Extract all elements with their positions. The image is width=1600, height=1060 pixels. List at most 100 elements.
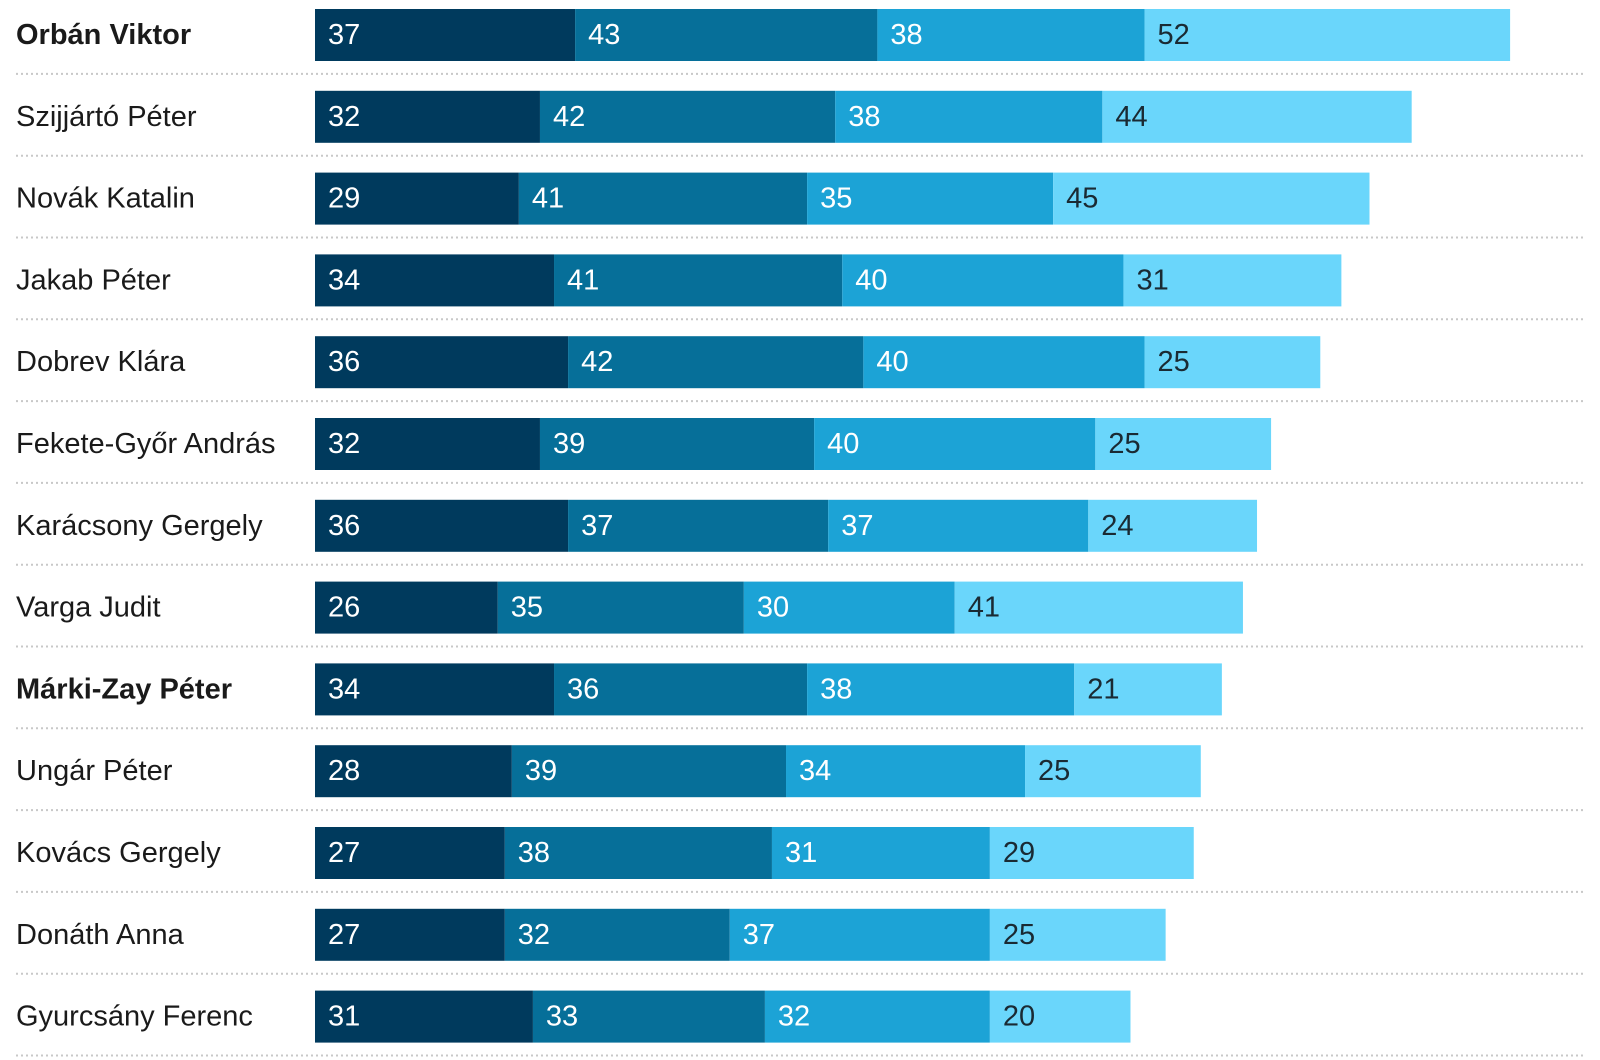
data-label: 35 <box>820 183 852 215</box>
bar-segment <box>842 254 1124 307</box>
bar-segment <box>532 990 765 1043</box>
data-label: 31 <box>1136 264 1168 296</box>
data-label: 32 <box>518 919 550 951</box>
data-label: 37 <box>841 510 873 542</box>
category-label: Szijjártó Péter <box>16 101 197 133</box>
bar-row: Szijjártó Péter 32 42 38 44 <box>16 90 1584 157</box>
data-label: 38 <box>848 101 880 133</box>
data-label: 52 <box>1158 19 1190 51</box>
data-label: 41 <box>968 592 1000 624</box>
data-label: 25 <box>1158 346 1190 378</box>
bar-segment <box>835 90 1103 143</box>
data-label: 36 <box>328 510 360 542</box>
bar-segment <box>315 908 505 961</box>
data-label: 37 <box>581 510 613 542</box>
data-label: 40 <box>827 428 859 460</box>
category-label: Orbán Viktor <box>16 19 191 51</box>
category-label: Kovács Gergely <box>16 837 221 869</box>
bar-row: Orbán Viktor 37 43 38 52 <box>16 9 1584 75</box>
bar-row: Dobrev Klára 36 42 40 25 <box>16 336 1584 403</box>
data-label: 38 <box>890 19 922 51</box>
bar-segment <box>989 990 1131 1043</box>
data-label: 34 <box>799 755 831 787</box>
bar-segment <box>954 581 1243 634</box>
data-label: 39 <box>553 428 585 460</box>
data-label: 36 <box>328 346 360 378</box>
bar-segment <box>568 499 829 552</box>
bar-segment <box>568 336 864 389</box>
category-label: Ungár Péter <box>16 755 173 787</box>
data-label: 32 <box>328 101 360 133</box>
data-label: 45 <box>1066 183 1098 215</box>
data-label: 29 <box>328 183 360 215</box>
bar-row: Novák Katalin 29 41 35 45 <box>16 172 1584 239</box>
data-label: 29 <box>1003 837 1035 869</box>
bar-segment <box>511 745 787 798</box>
bar-segment <box>807 663 1075 716</box>
data-label: 31 <box>328 1001 360 1033</box>
data-label: 27 <box>328 919 360 951</box>
data-label: 34 <box>328 673 360 705</box>
category-label: Fekete-Győr András <box>16 428 276 460</box>
bar-segment <box>497 581 744 634</box>
bar-segment <box>814 418 1096 470</box>
data-label: 44 <box>1115 101 1147 133</box>
data-label: 33 <box>546 1001 578 1033</box>
bar-segment <box>315 418 540 470</box>
data-label: 21 <box>1087 673 1119 705</box>
bar-segment <box>315 990 533 1043</box>
bar-segment <box>554 663 808 716</box>
bar-row: Karácsony Gergely 36 37 37 24 <box>16 499 1584 566</box>
data-label: 34 <box>328 264 360 296</box>
bar-segment <box>504 827 772 879</box>
data-label: 27 <box>328 837 360 869</box>
category-label: Márki-Zay Péter <box>16 673 232 705</box>
bar-segment <box>575 9 878 61</box>
bar-segment <box>315 336 569 389</box>
bar-segment <box>539 418 815 470</box>
category-label: Varga Judit <box>16 592 161 624</box>
category-label: Dobrev Klára <box>16 346 186 378</box>
bar-segment <box>539 90 836 143</box>
data-label: 43 <box>588 19 620 51</box>
data-label: 38 <box>820 673 852 705</box>
data-label: 24 <box>1101 510 1133 542</box>
bar-segment <box>863 336 1145 389</box>
bar-segment <box>1095 418 1272 470</box>
data-label: 40 <box>876 346 908 378</box>
bar-segment <box>315 9 576 61</box>
bar-segment <box>315 745 512 798</box>
data-label: 38 <box>518 837 550 869</box>
bar-row: Donáth Anna 27 32 37 25 <box>16 908 1584 975</box>
bar-segment <box>315 172 519 225</box>
bar-segment <box>786 745 1026 798</box>
data-label: 37 <box>328 19 360 51</box>
bar-row: Márki-Zay Péter 34 36 38 21 <box>16 663 1584 730</box>
data-label: 37 <box>743 919 775 951</box>
data-label: 40 <box>855 264 887 296</box>
bar-segment <box>807 172 1054 225</box>
bar-segment <box>1053 172 1370 225</box>
bar-segment <box>1025 745 1201 798</box>
data-label: 36 <box>567 673 599 705</box>
category-label: Karácsony Gergely <box>16 510 263 542</box>
bar-row: Kovács Gergely 27 38 31 29 <box>16 827 1584 893</box>
data-label: 42 <box>581 346 613 378</box>
data-label: 32 <box>328 428 360 460</box>
bar-segment <box>1074 663 1222 716</box>
bar-segment <box>828 499 1089 552</box>
bar-segment <box>743 581 955 634</box>
category-label: Gyurcsány Ferenc <box>16 1001 253 1033</box>
data-label: 20 <box>1003 1001 1035 1033</box>
bar-segment <box>877 9 1145 61</box>
bar-segment <box>1123 254 1342 307</box>
category-label: Jakab Péter <box>16 264 171 296</box>
data-label: 39 <box>525 755 557 787</box>
bar-segment <box>989 908 1166 961</box>
data-label: 28 <box>328 755 360 787</box>
data-label: 25 <box>1108 428 1140 460</box>
bar-segment <box>1102 90 1412 143</box>
category-label: Donáth Anna <box>16 919 185 951</box>
bar-segment <box>315 581 498 634</box>
